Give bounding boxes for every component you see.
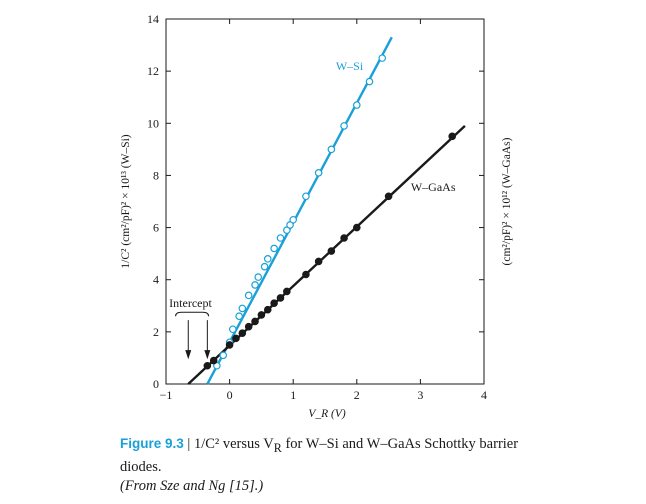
wgaas-point bbox=[263, 305, 272, 314]
wsi-series-label: W–Si bbox=[336, 59, 364, 73]
wgaas-series-label: W–GaAs bbox=[411, 180, 456, 194]
wsi-point bbox=[254, 273, 263, 281]
x-tick-label: 0 bbox=[227, 388, 233, 402]
wgaas-point bbox=[232, 334, 240, 343]
y-tick-label: 12 bbox=[147, 64, 159, 78]
intercept-bracket bbox=[175, 311, 210, 317]
caption-separator: | bbox=[183, 436, 194, 452]
wsi-fit-line bbox=[206, 36, 393, 385]
wsi-point bbox=[289, 215, 298, 224]
wsi-point bbox=[327, 145, 336, 154]
intercept-annotation: Intercept bbox=[169, 296, 212, 310]
x-tick-label: −1 bbox=[160, 388, 173, 402]
wsi-point bbox=[365, 77, 374, 86]
caption-source: (From Sze and Ng [15].) bbox=[120, 477, 264, 494]
wgaas-point bbox=[225, 341, 234, 349]
intercept-arrowhead bbox=[204, 350, 211, 360]
figure-caption: Figure 9.3 | 1/C² versus VR for W–Si and… bbox=[120, 434, 540, 496]
wgaas-point bbox=[314, 257, 323, 266]
wsi-point bbox=[251, 281, 259, 289]
wsi-point bbox=[314, 169, 323, 177]
wsi-point bbox=[340, 122, 348, 130]
wgaas-point bbox=[270, 299, 278, 307]
wgaas-point bbox=[327, 247, 336, 255]
wgaas-point bbox=[209, 356, 218, 365]
y-tick-label: 0 bbox=[153, 377, 159, 391]
figure-number: Figure 9.3 bbox=[120, 436, 184, 451]
wgaas-point bbox=[283, 287, 291, 296]
y-tick-label: 4 bbox=[153, 273, 159, 287]
x-tick-label: 3 bbox=[417, 388, 423, 402]
intercept-arrowhead bbox=[185, 350, 192, 360]
wsi-point bbox=[263, 255, 272, 263]
y-tick-label: 8 bbox=[153, 168, 159, 182]
wgaas-point bbox=[448, 132, 457, 141]
wgaas-point bbox=[384, 192, 393, 201]
wgaas-point bbox=[340, 234, 348, 242]
wsi-point bbox=[228, 325, 237, 334]
y-tick-label: 2 bbox=[153, 325, 159, 339]
x-axis-label: V_R (V) bbox=[308, 408, 346, 420]
wsi-point bbox=[244, 291, 253, 300]
y-tick-label: 14 bbox=[147, 12, 159, 26]
wsi-point bbox=[238, 304, 247, 313]
wgaas-point bbox=[244, 322, 253, 331]
wsi-point bbox=[352, 101, 361, 109]
y-axis-label-right: (cm²/pF)² × 10¹² (W–GaAs) bbox=[501, 137, 513, 265]
wsi-point bbox=[276, 234, 285, 242]
wgaas-point bbox=[238, 329, 247, 337]
x-tick-label: 4 bbox=[481, 388, 487, 402]
caption-title: 1/C² versus VR for W–Si and W–GaAs Schot… bbox=[120, 436, 519, 475]
wgaas-point bbox=[276, 294, 285, 302]
wsi-point bbox=[260, 262, 269, 271]
x-tick-label: 1 bbox=[290, 388, 296, 402]
wsi-point bbox=[219, 351, 228, 360]
wsi-point bbox=[378, 54, 387, 62]
x-tick-label: 2 bbox=[354, 388, 360, 402]
wgaas-point bbox=[352, 223, 361, 232]
wgaas-point bbox=[251, 317, 259, 326]
y-tick-label: 6 bbox=[153, 221, 159, 235]
wsi-point bbox=[270, 244, 278, 253]
wgaas-point bbox=[203, 361, 212, 370]
y-axis-label-left: 1/C² (cm²/pF)² × 10¹³ (W–Si) bbox=[120, 134, 132, 268]
wgaas-point bbox=[302, 270, 310, 279]
wsi-point bbox=[235, 312, 243, 321]
y-tick-label: 10 bbox=[147, 116, 159, 130]
wgaas-point bbox=[257, 311, 266, 319]
wsi-point bbox=[302, 192, 310, 201]
plot-frame bbox=[165, 18, 485, 385]
